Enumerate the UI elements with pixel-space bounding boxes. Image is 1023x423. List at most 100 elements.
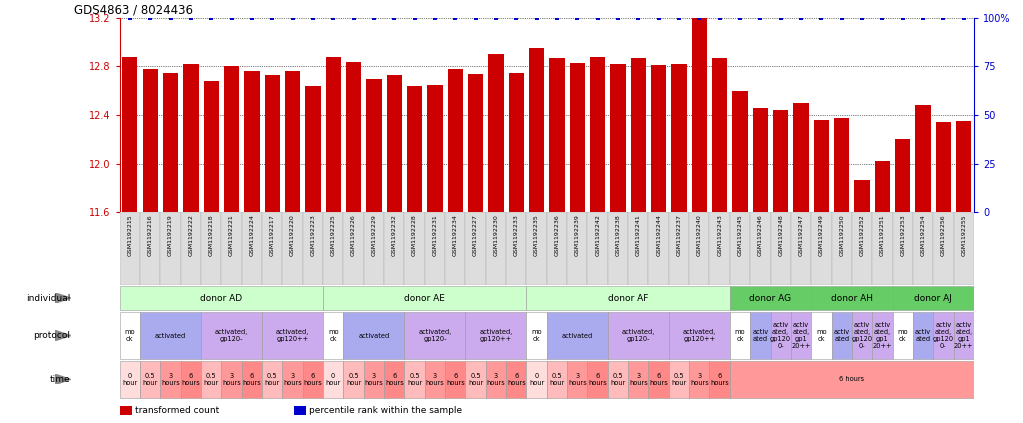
Text: 0
hour: 0 hour (122, 373, 137, 386)
Point (875, 14, 891, 21)
Point (793, 14, 809, 21)
Text: mo
ck: mo ck (125, 329, 135, 342)
Text: 0.5
hour: 0.5 hour (407, 373, 422, 386)
Text: 6
hours: 6 hours (385, 373, 404, 386)
Bar (791, 312, 811, 359)
Point (223, 14, 239, 21)
Bar (913, 212, 933, 285)
Bar (933, 212, 953, 285)
Bar (241, 361, 262, 398)
Bar (608, 312, 669, 359)
Text: GSM1192230: GSM1192230 (493, 214, 498, 256)
Text: donor AG: donor AG (750, 294, 792, 302)
Text: GSM1192226: GSM1192226 (351, 214, 356, 256)
Point (163, 14, 179, 21)
Text: 6
hours: 6 hours (710, 373, 729, 386)
Bar (611, 64, 626, 212)
Bar (854, 180, 870, 212)
Bar (916, 105, 931, 212)
Bar (936, 122, 951, 212)
Bar (465, 212, 486, 285)
Text: donor AE: donor AE (404, 294, 445, 302)
Bar (692, 18, 707, 212)
Bar (729, 286, 811, 310)
Bar (407, 86, 422, 212)
Text: GSM1192241: GSM1192241 (636, 214, 640, 256)
Point (488, 14, 504, 21)
Bar (323, 286, 527, 310)
Text: GSM1192227: GSM1192227 (473, 214, 478, 256)
Bar (794, 103, 808, 212)
Text: time: time (50, 375, 71, 384)
Point (752, 14, 768, 21)
Point (447, 14, 463, 21)
Bar (628, 212, 649, 285)
Bar (387, 75, 402, 212)
Text: 3
hours: 3 hours (222, 373, 241, 386)
Bar (120, 212, 140, 285)
Text: GSM1192228: GSM1192228 (412, 214, 417, 256)
Point (406, 14, 422, 21)
Text: 0.5
hour: 0.5 hour (142, 373, 158, 386)
Text: GSM1192242: GSM1192242 (595, 214, 601, 256)
Bar (465, 312, 527, 359)
Point (529, 14, 545, 21)
Text: GSM1192248: GSM1192248 (779, 214, 784, 256)
Bar (671, 64, 686, 212)
Text: GSM1192232: GSM1192232 (392, 214, 397, 256)
Bar (404, 212, 425, 285)
Text: GSM1192246: GSM1192246 (758, 214, 763, 256)
Bar (404, 361, 425, 398)
Bar (265, 75, 280, 212)
Bar (729, 312, 750, 359)
Text: 3
hours: 3 hours (568, 373, 586, 386)
Bar (567, 361, 587, 398)
Point (651, 14, 667, 21)
Bar (448, 69, 462, 212)
Bar (933, 312, 953, 359)
Bar (527, 361, 546, 398)
Bar (873, 212, 892, 285)
Bar (241, 212, 262, 285)
Text: activated,
gp120++: activated, gp120++ (682, 329, 716, 342)
Bar (202, 212, 221, 285)
Bar (527, 286, 729, 310)
Text: 6
hours: 6 hours (507, 373, 526, 386)
Text: 3
hours: 3 hours (162, 373, 180, 386)
Point (671, 14, 687, 21)
Bar (323, 212, 344, 285)
Point (203, 14, 219, 21)
Point (427, 14, 443, 21)
Bar (305, 86, 320, 212)
Bar (712, 58, 727, 212)
Text: GSM1192234: GSM1192234 (453, 214, 457, 256)
Bar (549, 58, 565, 212)
Bar (161, 361, 181, 398)
Text: GSM1192236: GSM1192236 (554, 214, 560, 256)
Bar (750, 212, 770, 285)
Bar (852, 312, 873, 359)
Text: GSM1192218: GSM1192218 (209, 214, 214, 256)
Bar (346, 62, 361, 212)
Text: GSM1192249: GSM1192249 (818, 214, 824, 256)
Point (935, 14, 951, 21)
Text: 6 hours: 6 hours (839, 376, 864, 382)
Text: GSM1192250: GSM1192250 (839, 214, 844, 256)
Bar (344, 361, 364, 398)
Point (955, 14, 972, 21)
Point (834, 14, 850, 21)
Point (630, 14, 647, 21)
Polygon shape (55, 330, 71, 341)
Text: 6
hours: 6 hours (181, 373, 201, 386)
Text: activated,
gp120-: activated, gp120- (622, 329, 655, 342)
Bar (631, 58, 646, 212)
Bar (140, 361, 161, 398)
Point (284, 14, 301, 21)
Bar (813, 120, 829, 212)
Text: mo
ck: mo ck (531, 329, 542, 342)
Text: 0.5
hour: 0.5 hour (611, 373, 626, 386)
Bar (303, 212, 323, 285)
Point (569, 14, 585, 21)
Text: 3
hours: 3 hours (364, 373, 384, 386)
Text: GSM1192223: GSM1192223 (310, 214, 315, 256)
